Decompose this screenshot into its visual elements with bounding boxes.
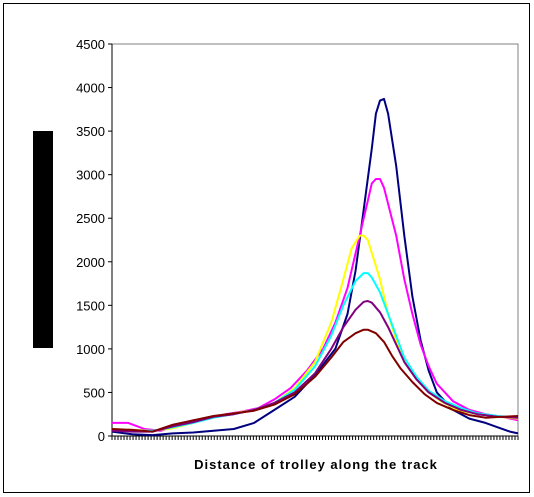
y-tick-label: 4500 xyxy=(76,37,105,52)
y-tick-label: 2000 xyxy=(76,255,105,270)
y-tick-label: 500 xyxy=(83,385,105,400)
x-axis-title: Distance of trolley along the track xyxy=(194,457,438,472)
series-line-5 xyxy=(111,300,519,433)
x-axis xyxy=(111,435,519,440)
y-tick-label: 3000 xyxy=(76,168,105,183)
plot-border xyxy=(111,43,519,437)
y-tick-label: 2500 xyxy=(76,211,105,226)
series-layer xyxy=(111,97,519,437)
y-tick-label: 1000 xyxy=(76,342,105,357)
series-line-6 xyxy=(111,328,519,433)
plot-area xyxy=(111,43,519,437)
y-tick-label: 4000 xyxy=(76,81,105,96)
y-axis: 0 500 1000 1500 2000 2500 3000 3500 4000 4500 xyxy=(76,37,113,444)
y-tick-label: 0 xyxy=(98,429,105,444)
redaction-bar xyxy=(33,131,53,348)
y-tick-label: 3500 xyxy=(76,124,105,139)
y-tick-label: 1500 xyxy=(76,298,105,313)
